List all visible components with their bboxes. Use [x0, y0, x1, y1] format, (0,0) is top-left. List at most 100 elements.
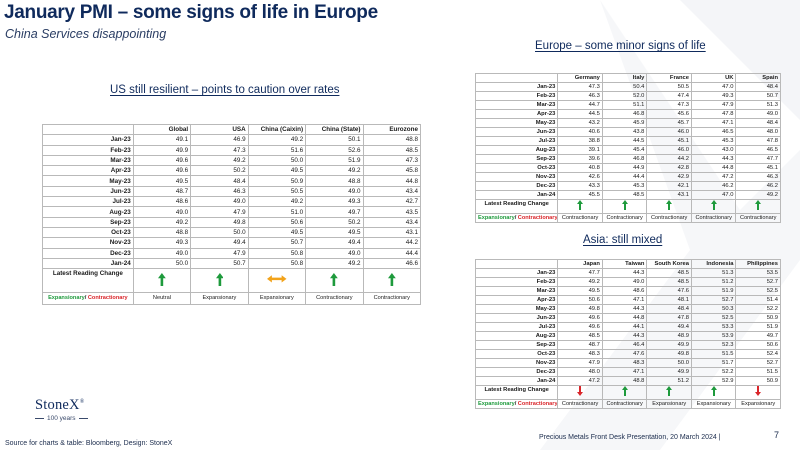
cell-value: 45.6 [646, 109, 692, 119]
cell-value: 49.2 [735, 190, 781, 200]
cell-value: 49.8 [557, 304, 603, 314]
column-header: South Korea [646, 259, 692, 269]
column-header: Spain [735, 73, 781, 83]
cell-value: 52.0 [601, 91, 648, 101]
column-header: UK [690, 73, 737, 83]
cell-value: 52.5 [690, 313, 737, 323]
cell-value: 51.0 [247, 206, 307, 218]
cell-value: 42.6 [557, 172, 603, 182]
cell-value: 49.0 [305, 185, 364, 198]
cell-value: 48.8 [601, 376, 648, 386]
arrow-down-icon [755, 386, 762, 396]
cell-value: 45.1 [735, 163, 781, 173]
table-row: Oct-23 40.8 44.9 42.8 44.8 45.1 [474, 163, 781, 173]
cell-value: 49.0 [735, 109, 781, 119]
cell-value: 53.9 [690, 331, 737, 341]
arrow-up-icon [710, 200, 717, 210]
row-label: Mar-23 [474, 286, 559, 296]
cell-value: 44.5 [557, 109, 603, 119]
arrow-up-icon [710, 386, 717, 396]
cell-value: 48.4 [735, 118, 781, 128]
cell-value: 39.6 [557, 154, 603, 164]
cell-value: 48.6 [132, 196, 192, 208]
table-row: Jul-23 48.6 49.0 49.2 49.3 42.7 [42, 196, 422, 208]
table-row: Dec-23 48.0 47.1 49.9 52.2 51.5 [474, 367, 781, 377]
cell-value: 50.1 [305, 134, 364, 146]
status-badge: Expansionary [690, 399, 737, 409]
cell-value: 49.0 [305, 247, 364, 259]
table-row: Jun-23 48.7 46.3 50.5 49.0 43.4 [42, 185, 422, 198]
column-header: Japan [557, 259, 603, 269]
row-label: Jan-23 [474, 82, 559, 92]
cell-value: 49.3 [690, 91, 737, 101]
row-label: Apr-23 [42, 165, 134, 177]
cell-value: 48.1 [646, 295, 692, 305]
cell-value: 48.4 [646, 304, 692, 314]
cell-value: 52.2 [690, 367, 737, 377]
cell-value: 48.5 [362, 144, 422, 156]
cell-value: 43.5 [362, 206, 422, 218]
cell-value: 53.5 [735, 268, 781, 278]
table-row: Jul-23 49.6 44.1 49.4 53.3 51.9 [474, 322, 781, 332]
arrow-up-icon [215, 272, 224, 286]
cell-value: 50.3 [690, 304, 737, 314]
cell-value: 51.7 [690, 358, 737, 368]
table-row: Dec-23 43.3 45.3 42.1 46.2 46.2 [474, 181, 781, 191]
asia-pmi-table: Japan Taiwan South Korea Indonesia Philippin… [474, 259, 781, 409]
row-label: May-23 [42, 175, 134, 187]
logo-years: 100 years [35, 415, 88, 422]
arrow-up-icon [666, 386, 673, 396]
cell-value: 49.0 [132, 247, 192, 259]
logo-rule [35, 418, 44, 419]
row-label: Jan-23 [474, 268, 559, 278]
cell-value: 45.9 [601, 118, 648, 128]
row-label: Jan-24 [474, 190, 559, 200]
cell-value: 43.3 [557, 181, 603, 191]
cell-value: 51.5 [735, 367, 781, 377]
arrow-up-icon [330, 272, 339, 286]
cell-value: 43.1 [646, 190, 692, 200]
table-row: Apr-23 50.6 47.1 48.1 52.7 51.4 [474, 295, 781, 305]
change-arrow-cell [305, 268, 364, 294]
cell-value: 50.0 [132, 257, 192, 270]
cell-value: 44.3 [601, 331, 648, 341]
cell-value: 50.6 [735, 340, 781, 350]
row-label: Apr-23 [474, 295, 559, 305]
cell-value: 45.7 [646, 118, 692, 128]
cell-value: 52.7 [735, 277, 781, 287]
cell-value: 50.0 [247, 154, 307, 167]
cell-value: 49.9 [132, 144, 192, 156]
cell-value: 48.8 [362, 134, 422, 146]
column-header: USA [190, 123, 249, 136]
us-pmi-table: Global USA China (Caixin) China (State) Euro… [42, 123, 422, 306]
cell-value: 52.9 [690, 376, 737, 386]
status-badge: Contractionary [601, 399, 648, 409]
cell-value: 49.9 [646, 340, 692, 350]
europe-pmi-table: Germany Italy France UK Spain Jan-23 47.3 50.4 5… [474, 73, 781, 223]
column-header [474, 73, 559, 83]
status-label: Expansionary/ Contractionary [42, 292, 134, 306]
table-row: Mar-23 49.6 49.2 50.0 51.9 47.3 [42, 154, 422, 167]
change-arrow-cell [557, 385, 603, 400]
footer-text: Precious Metals Front Desk Presentation,… [539, 434, 721, 441]
cell-value: 47.9 [190, 206, 249, 218]
row-label: Sep-23 [474, 340, 559, 350]
cell-value: 48.0 [557, 367, 603, 377]
arrow-down-icon [577, 386, 584, 396]
row-label: Aug-23 [474, 145, 559, 155]
status-badge: Contractionary [362, 292, 422, 306]
source-note: Source for charts & table: Bloomberg, De… [5, 440, 173, 447]
cell-value: 51.5 [690, 349, 737, 359]
cell-value: 44.2 [362, 237, 422, 249]
cell-value: 47.8 [646, 313, 692, 323]
column-header: Indonesia [690, 259, 737, 269]
cell-value: 49.4 [305, 237, 364, 249]
logo-trademark: ® [79, 399, 85, 406]
table-row: Apr-23 49.6 50.2 49.5 49.2 45.8 [42, 165, 422, 177]
table-row: Apr-23 44.5 46.8 45.6 47.8 49.0 [474, 109, 781, 119]
cell-value: 44.3 [601, 268, 648, 278]
change-arrow-cell [601, 199, 648, 214]
status-badge: Expansionary [190, 292, 249, 306]
status-row: Expansionary/ Contractionary Neutral Expan… [42, 292, 422, 306]
row-label: Jan-24 [474, 376, 559, 386]
